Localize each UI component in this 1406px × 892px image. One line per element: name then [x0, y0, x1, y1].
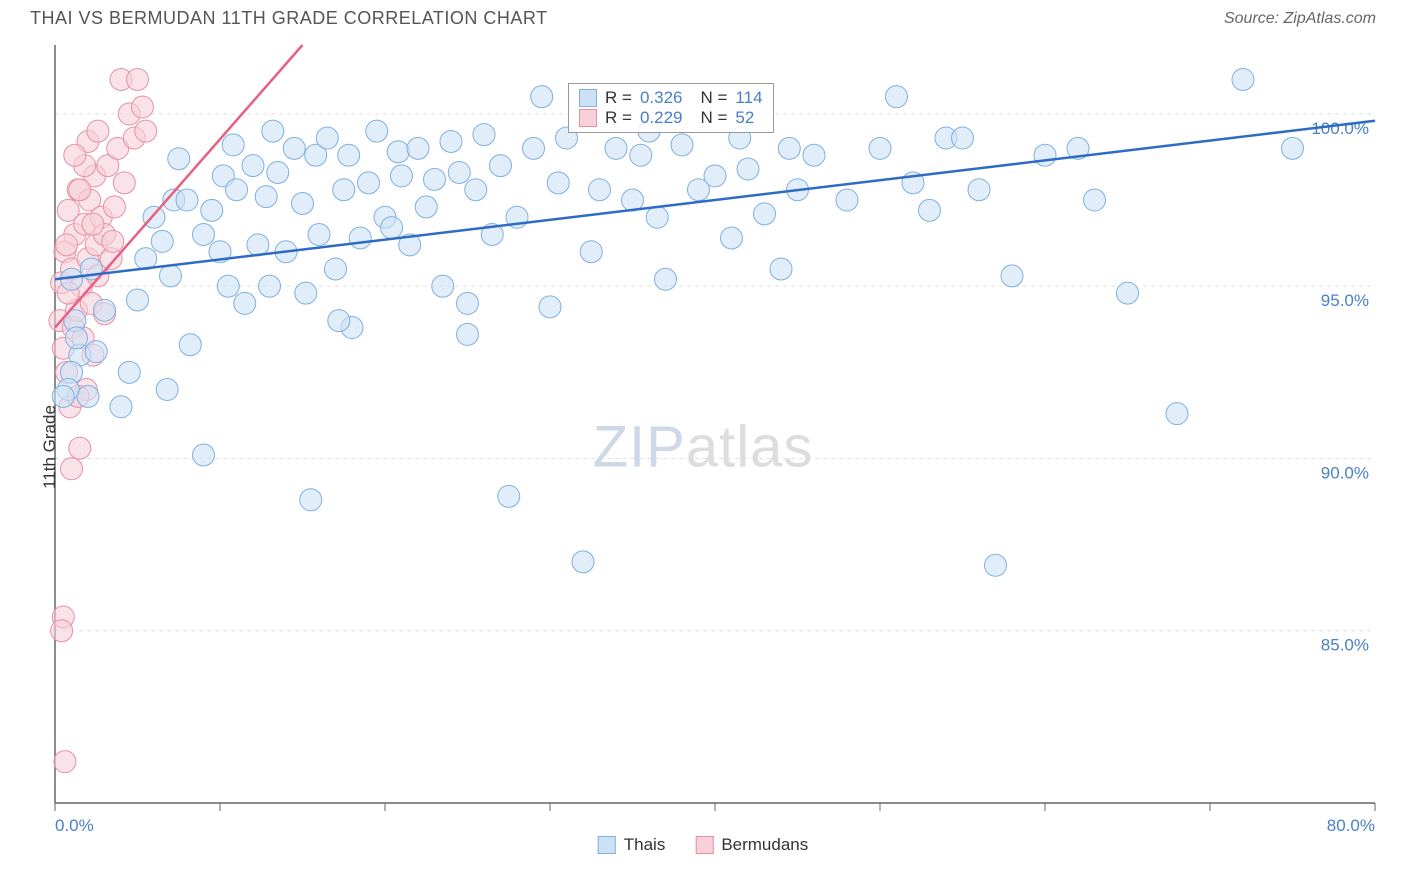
stats-n-label: N = [700, 88, 727, 108]
legend-label: Bermudans [721, 835, 808, 855]
legend-item: Bermudans [695, 835, 808, 855]
scatter-chart: 0.0%80.0%85.0%90.0%95.0%100.0% [0, 37, 1406, 857]
svg-text:95.0%: 95.0% [1321, 291, 1369, 310]
y-axis-label: 11th Grade [40, 405, 60, 489]
chart-title: THAI VS BERMUDAN 11TH GRADE CORRELATION … [30, 8, 548, 29]
stats-row: R = 0.229 N = 52 [579, 108, 763, 128]
stats-swatch [579, 89, 597, 107]
svg-text:0.0%: 0.0% [55, 816, 94, 835]
legend-swatch [695, 836, 713, 854]
legend-item: Thais [598, 835, 666, 855]
stats-r-value: 0.229 [640, 108, 683, 128]
stats-r-label: R = [605, 108, 632, 128]
svg-text:85.0%: 85.0% [1321, 636, 1369, 655]
chart-container: 11th Grade 0.0%80.0%85.0%90.0%95.0%100.0… [0, 37, 1406, 857]
legend-swatch [598, 836, 616, 854]
stats-n-label: N = [700, 108, 727, 128]
stats-swatch [579, 109, 597, 127]
stats-n-value: 114 [735, 88, 762, 108]
svg-text:80.0%: 80.0% [1327, 816, 1375, 835]
chart-source: Source: ZipAtlas.com [1224, 10, 1376, 28]
bottom-legend: Thais Bermudans [598, 835, 809, 855]
stats-row: R = 0.326 N = 114 [579, 88, 763, 108]
chart-header: THAI VS BERMUDAN 11TH GRADE CORRELATION … [0, 0, 1406, 37]
svg-text:90.0%: 90.0% [1321, 463, 1369, 482]
stats-r-label: R = [605, 88, 632, 108]
stats-n-value: 52 [735, 108, 754, 128]
legend-label: Thais [624, 835, 666, 855]
stats-r-value: 0.326 [640, 88, 683, 108]
stats-legend-box: R = 0.326 N = 114 R = 0.229 N = 52 [568, 83, 774, 133]
